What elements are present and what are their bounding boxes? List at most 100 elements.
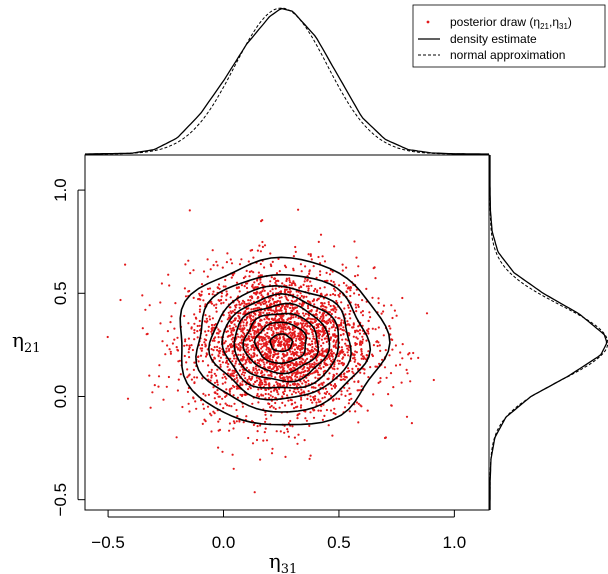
scatter-point [275,365,278,368]
scatter-point [327,330,330,333]
scatter-point [351,326,354,329]
scatter-point [219,403,222,406]
scatter-point [242,421,245,424]
scatter-point [288,368,291,371]
scatter-point [271,292,274,295]
scatter-point [303,336,306,339]
scatter-point [218,347,221,350]
scatter-point [340,390,343,393]
scatter-point [230,405,233,408]
scatter-point [290,374,294,377]
scatter-point [317,326,320,329]
scatter-point [311,331,314,334]
scatter-point [195,407,198,410]
scatter-point [236,380,239,383]
scatter-point [145,333,148,336]
scatter-point [310,348,313,351]
scatter-point [262,361,265,364]
scatter-point [286,359,289,362]
scatter-point [193,338,196,341]
scatter-point [323,260,327,263]
scatter-point [302,334,305,337]
scatter-point [296,442,299,445]
scatter-point [325,408,328,412]
scatter-point [264,378,267,381]
contour-line [253,321,307,365]
scatter-point [300,303,303,306]
scatter-point [204,330,207,333]
scatter-point [372,344,375,347]
scatter-point [334,306,337,309]
scatter-point [204,344,207,347]
scatter-point [274,317,277,320]
scatter-point [306,357,309,360]
scatter-point [375,365,379,368]
scatter-point [233,357,236,360]
axes: −0.5 0.0 0.5 1.0 −0.5 0.0 0.5 1.0 [51,178,466,552]
scatter-point [223,375,227,378]
scatter-point [157,385,160,388]
scatter-point [295,362,298,365]
scatter-point [257,362,261,365]
scatter-point [278,270,281,273]
scatter-point [302,379,306,382]
scatter-point [270,328,273,332]
scatter-point [274,307,278,311]
scatter-point [271,395,274,398]
scatter-point [263,380,266,383]
scatter-point [212,386,215,389]
scatter-point [228,404,231,407]
scatter-point [247,388,250,391]
scatter-point [250,354,253,357]
scatter-point [278,383,281,386]
scatter-point [277,341,280,344]
scatter-point [159,322,162,325]
scatter-point [281,315,284,318]
scatter-point [173,338,176,341]
scatter-point [287,326,291,329]
x-axis-title: η31 [269,549,298,574]
scatter-point [317,354,320,357]
scatter-point [119,298,122,302]
scatter-point [226,404,229,407]
scatter-point [393,309,396,312]
scatter-point [210,323,214,327]
scatter-point [231,453,234,456]
scatter-point [287,357,290,360]
scatter-point [239,353,242,357]
scatter-point [252,315,255,318]
scatter-point [235,408,238,412]
scatter-point [303,327,306,330]
scatter-point [248,337,251,340]
scatter-point [311,346,314,349]
scatter-point [319,233,323,236]
scatter-point [173,327,176,330]
scatter-point [270,362,273,365]
scatter-point [296,310,299,314]
scatter-point [167,273,170,276]
scatter-point [324,349,327,352]
scatter-point [297,208,300,211]
scatter-point [232,319,235,322]
scatter-point [251,339,254,342]
scatter-point [358,329,362,332]
scatter-point [309,280,312,283]
scatter-point [321,335,324,338]
scatter-point [262,311,265,314]
scatter-point [346,304,350,307]
scatter-point [361,299,364,302]
scatter-point [238,263,242,266]
scatter-point [299,342,302,345]
scatter-point [338,397,341,400]
scatter-point [349,309,352,313]
scatter-point [274,336,277,339]
scatter-point [287,290,290,294]
scatter-point [319,329,322,333]
scatter-point [353,292,356,295]
scatter-point [329,394,332,397]
scatter-point [331,319,334,322]
scatter-point [343,406,347,409]
scatter-point [314,386,317,389]
scatter-point [225,361,228,364]
scatter-point [303,280,306,283]
